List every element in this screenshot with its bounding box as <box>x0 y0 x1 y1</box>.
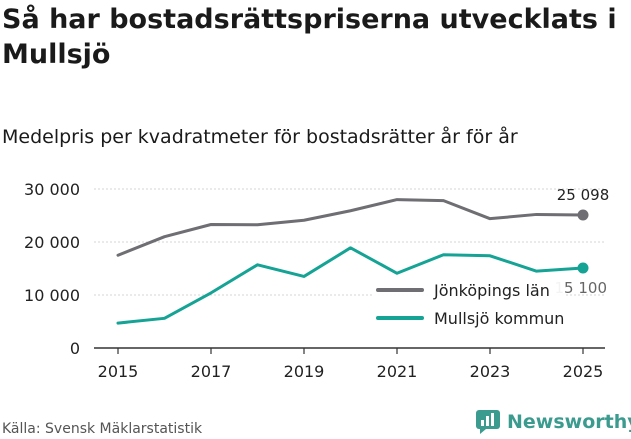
end-labels: 25 098 15 100 <box>555 186 610 297</box>
x-tick-label: 2019 <box>284 362 325 381</box>
y-tick-label: 30 000 <box>24 180 80 199</box>
newsworthy-logo-icon <box>476 410 500 434</box>
source-note: Källa: Svensk Mäklarstatistik <box>2 421 203 437</box>
x-tick-label: 2017 <box>191 362 232 381</box>
legend: Jönköpings län Mullsjö kommun <box>374 276 564 331</box>
brand-logo: Newsworthy <box>475 409 631 435</box>
axes: 0 10 000 20 000 30 000 2015 2017 2019 2021 2023 2… <box>24 180 605 381</box>
chart-subtitle: Medelpris per kvadratmeter för bostadsrä… <box>2 126 518 148</box>
y-tick-label: 10 000 <box>24 286 80 305</box>
y-tick-label: 20 000 <box>24 233 80 252</box>
x-tick-label: 2021 <box>377 362 418 381</box>
end-label: 15 100 <box>555 279 608 297</box>
series-end-point <box>577 262 589 274</box>
series-end-point <box>577 209 589 221</box>
legend-label: Mullsjö kommun <box>434 309 564 328</box>
brand-name: Newsworthy <box>507 411 631 433</box>
line-chart: 0 10 000 20 000 30 000 2015 2017 2019 2021 2023 2… <box>24 180 610 381</box>
x-tick-label: 2015 <box>98 362 139 381</box>
series-lines <box>116 198 589 325</box>
end-label: 25 098 <box>557 186 610 204</box>
y-tick-label: 0 <box>70 339 80 358</box>
series-line <box>116 246 585 325</box>
x-tick-label: 2025 <box>563 362 604 381</box>
chart-title: Så har bostadsrättspriserna utvecklats i… <box>2 4 617 70</box>
x-tick-label: 2023 <box>470 362 511 381</box>
legend-label: Jönköpings län <box>433 281 550 300</box>
series-line <box>116 198 585 257</box>
